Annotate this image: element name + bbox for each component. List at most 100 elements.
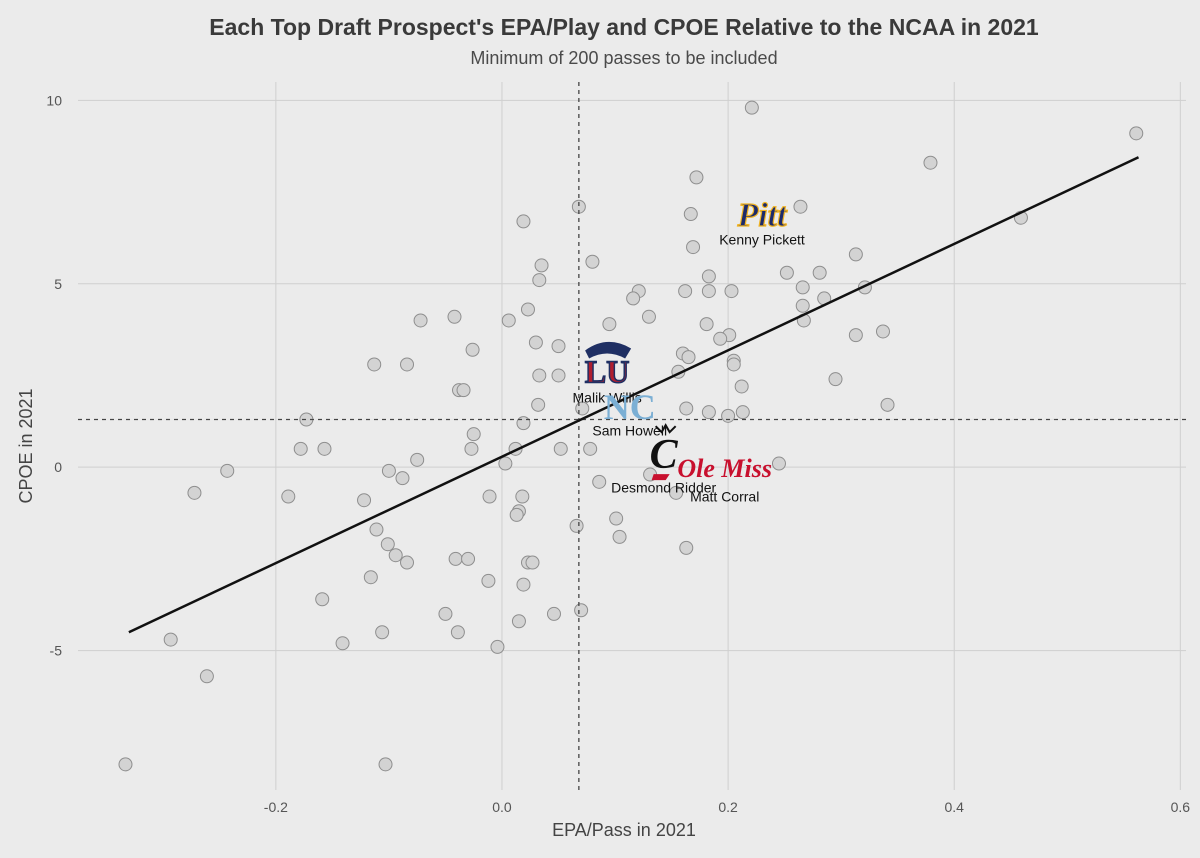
y-tick-label: 0 <box>54 459 62 475</box>
x-tick-label: 0.6 <box>1171 799 1191 815</box>
data-point <box>370 523 383 536</box>
data-point <box>483 490 496 503</box>
data-point <box>439 607 452 620</box>
data-point <box>702 285 715 298</box>
data-point <box>364 571 377 584</box>
x-tick-label: 0.4 <box>944 799 964 815</box>
data-point <box>554 442 567 455</box>
data-point <box>642 310 655 323</box>
data-point <box>457 384 470 397</box>
data-point <box>451 626 464 639</box>
data-point <box>449 552 462 565</box>
data-point <box>533 274 546 287</box>
data-point <box>796 281 809 294</box>
data-point <box>533 369 546 382</box>
chart-subtitle: Minimum of 200 passes to be included <box>470 48 777 68</box>
logo-wordmark: C <box>650 432 679 478</box>
data-point <box>702 406 715 419</box>
data-point <box>294 442 307 455</box>
data-point <box>725 285 738 298</box>
logo-wordmark: Pitt <box>736 197 788 234</box>
data-point <box>593 475 606 488</box>
data-point <box>586 255 599 268</box>
data-point <box>382 464 395 477</box>
data-point <box>336 637 349 650</box>
data-point <box>1130 127 1143 140</box>
logo-wordmark: NC <box>604 387 656 427</box>
player-label: Kenny Pickett <box>719 232 805 248</box>
ole-miss-logo: Ole Miss <box>677 454 772 483</box>
data-point <box>745 101 758 114</box>
data-point <box>512 615 525 628</box>
pitt-logo: Pitt <box>736 197 788 234</box>
y-axis-label: CPOE in 2021 <box>16 388 36 503</box>
data-point <box>552 340 565 353</box>
data-point <box>482 574 495 587</box>
data-point <box>521 303 534 316</box>
data-point <box>610 512 623 525</box>
data-point <box>517 215 530 228</box>
data-point <box>552 369 565 382</box>
data-point <box>702 270 715 283</box>
x-tick-label: -0.2 <box>264 799 288 815</box>
data-point <box>164 633 177 646</box>
data-point <box>467 428 480 441</box>
y-tick-label: -5 <box>50 643 63 659</box>
data-point <box>613 530 626 543</box>
data-point <box>510 508 523 521</box>
y-tick-label: 10 <box>46 92 62 108</box>
data-point <box>682 351 695 364</box>
data-point <box>517 578 530 591</box>
data-point <box>389 549 402 562</box>
liberty-logo: LU <box>585 342 631 390</box>
data-point <box>603 318 616 331</box>
x-axis-label: EPA/Pass in 2021 <box>552 820 696 840</box>
data-point <box>368 358 381 371</box>
data-point <box>575 604 588 617</box>
data-point <box>381 538 394 551</box>
data-point <box>396 472 409 485</box>
data-point <box>188 486 201 499</box>
north-carolina-logo: NC <box>604 387 656 427</box>
data-point <box>411 453 424 466</box>
data-point <box>684 208 697 221</box>
data-point <box>119 758 132 771</box>
data-point <box>532 398 545 411</box>
data-point <box>849 248 862 261</box>
data-point <box>465 442 478 455</box>
data-point <box>414 314 427 327</box>
data-point <box>735 380 748 393</box>
x-tick-label: 0.2 <box>718 799 738 815</box>
data-point <box>679 285 692 298</box>
data-point <box>722 409 735 422</box>
data-point <box>881 398 894 411</box>
data-point <box>462 552 475 565</box>
data-point <box>491 640 504 653</box>
chart-title: Each Top Draft Prospect's EPA/Play and C… <box>209 14 1039 40</box>
data-point <box>535 259 548 272</box>
x-tick-label: 0.0 <box>492 799 512 815</box>
data-point <box>316 593 329 606</box>
data-point <box>516 490 529 503</box>
data-point <box>714 332 727 345</box>
data-point <box>529 336 542 349</box>
data-point <box>849 329 862 342</box>
logo-wordmark: Ole Miss <box>677 454 772 483</box>
data-point <box>282 490 295 503</box>
data-point <box>401 358 414 371</box>
data-point <box>794 200 807 213</box>
data-point <box>466 343 479 356</box>
data-point <box>517 417 530 430</box>
cincinnati-logo: C <box>650 425 679 480</box>
data-point <box>924 156 937 169</box>
data-point <box>772 457 785 470</box>
data-point <box>690 171 703 184</box>
data-point <box>813 266 826 279</box>
data-point <box>680 541 693 554</box>
data-point <box>876 325 889 338</box>
data-point <box>736 406 749 419</box>
data-point <box>358 494 371 507</box>
data-point <box>829 373 842 386</box>
logo-wordmark: LU <box>585 353 629 389</box>
